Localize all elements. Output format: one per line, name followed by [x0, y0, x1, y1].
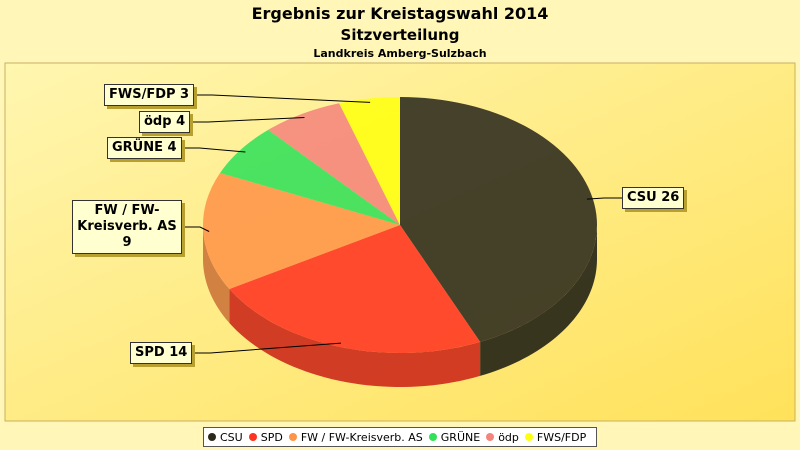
- legend-item: CSU: [208, 431, 243, 444]
- leader-line: [182, 226, 210, 232]
- slice-top: [339, 97, 400, 225]
- data-label: SPD 14: [130, 342, 193, 364]
- slice: [268, 103, 400, 225]
- slice: [202, 172, 400, 323]
- legend-label: CSU: [220, 430, 243, 444]
- slice-top: [220, 129, 400, 225]
- slice-side: [229, 289, 481, 387]
- legend-item: FW / FW-Kreisverb. AS: [288, 430, 423, 444]
- legend-marker: [486, 433, 495, 441]
- leader-line: [586, 197, 622, 200]
- slice-top: [202, 172, 400, 289]
- legend-label: SPD: [260, 430, 283, 444]
- legend-marker: [288, 433, 297, 441]
- leader-line: [181, 147, 246, 153]
- slice-side: [203, 225, 230, 323]
- data-label: FWS/FDP 3: [104, 84, 195, 106]
- leader-line: [192, 342, 341, 354]
- leader-line: [194, 94, 371, 103]
- slice-top: [229, 225, 481, 353]
- chart-title: Ergebnis zur Kreistagswahl 2014: [251, 4, 549, 23]
- legend: CSU SPD FW / FW-Kreisverb. AS GRÜNE ödp FWS/F…: [203, 427, 598, 447]
- legend-marker: [524, 433, 533, 441]
- chart-subtitle: Landkreis Amberg-Sulzbach: [313, 47, 487, 60]
- slice: [339, 97, 400, 225]
- pie: [202, 97, 597, 387]
- slice: [220, 129, 400, 225]
- data-label: ödp 4: [139, 111, 191, 133]
- legend-item: GRÜNE: [428, 430, 481, 444]
- slice-side: [480, 225, 597, 376]
- legend-marker: [428, 433, 437, 441]
- legend-label: FW / FW-Kreisverb. AS: [300, 430, 423, 444]
- data-label: GRÜNE 4: [107, 137, 182, 159]
- legend-marker: [248, 433, 257, 441]
- chart-subtitle: Sitzverteilung: [340, 26, 460, 44]
- legend-item: SPD: [248, 430, 283, 444]
- legend-label: FWS/FDP: [536, 430, 587, 444]
- slice: [400, 97, 597, 376]
- legend-item: FWS/FDP: [524, 430, 587, 444]
- leaders: [181, 94, 622, 354]
- leader-line: [190, 116, 305, 123]
- legend-label: GRÜNE: [440, 430, 481, 444]
- legend-label: ödp: [498, 430, 519, 444]
- data-label: CSU 26: [622, 187, 685, 209]
- slice-top: [400, 97, 597, 342]
- data-label: FW / FW-Kreisverb. AS 9: [72, 200, 182, 254]
- slice-top: [268, 103, 400, 225]
- legend-marker: [208, 433, 216, 441]
- legend-item: ödp: [486, 431, 519, 444]
- slice: [229, 225, 481, 387]
